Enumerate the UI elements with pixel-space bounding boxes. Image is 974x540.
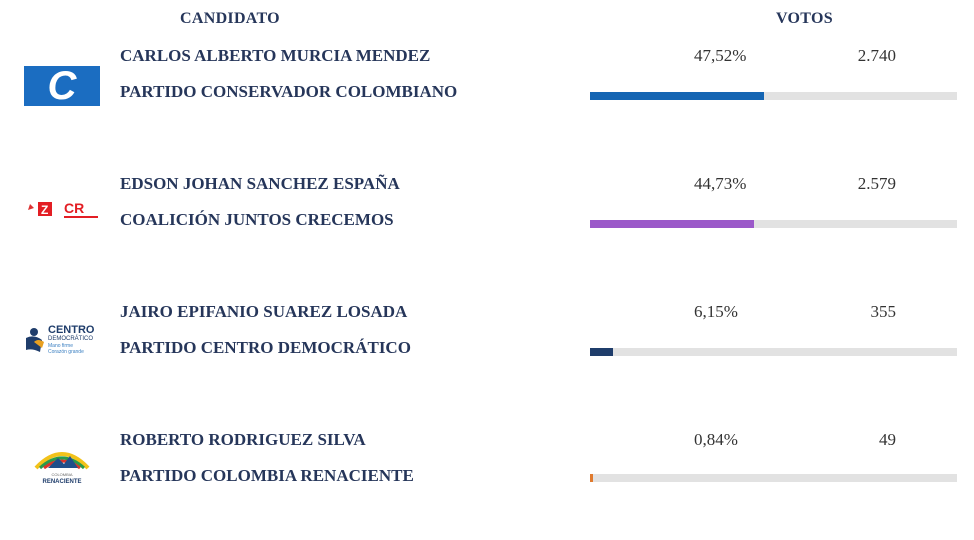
vote-bar xyxy=(590,92,957,100)
votes-column-header: VOTOS xyxy=(776,10,833,27)
colombia-renaciente-logo: COLOMBIA RENACIENTE xyxy=(24,446,100,486)
candidate-party: PARTIDO COLOMBIA RENACIENTE xyxy=(120,466,414,485)
conservador-logo: C xyxy=(24,66,100,106)
candidate-name: JAIRO EPIFANIO SUAREZ LOSADA xyxy=(120,302,408,321)
candidate-party: PARTIDO CENTRO DEMOCRÁTICO xyxy=(120,338,411,357)
renaciente-logo-line1: COLOMBIA xyxy=(51,472,72,477)
vote-bar-fill xyxy=(590,220,755,228)
svg-text:Z: Z xyxy=(41,203,48,217)
candidate-row: Z CR EDSON JOHAN SANCHEZ ESPAÑA COALICIÓ… xyxy=(0,174,974,284)
vote-count: 355 xyxy=(870,302,897,321)
svg-text:CR: CR xyxy=(64,200,84,216)
vote-bar xyxy=(590,474,957,482)
vote-percent: 6,15% xyxy=(694,302,738,321)
vote-percent: 44,73% xyxy=(694,174,747,193)
vote-bar xyxy=(590,220,957,228)
juntos-crecemos-logo: Z CR xyxy=(24,196,100,236)
vote-count: 2.740 xyxy=(857,46,896,65)
candidate-name: CARLOS ALBERTO MURCIA MENDEZ xyxy=(120,46,431,65)
candidate-row: CENTRO DEMOCRÁTICO Mano firme Corazón gr… xyxy=(0,302,974,412)
vote-percent: 47,52% xyxy=(694,46,747,65)
vote-bar-fill xyxy=(590,92,765,100)
vote-percent: 0,84% xyxy=(694,430,738,449)
vote-bar-fill xyxy=(590,348,613,356)
candidate-row: COLOMBIA RENACIENTE ROBERTO RODRIGUEZ SI… xyxy=(0,430,974,540)
centro-logo-line3: Mano firme xyxy=(48,343,73,349)
vote-count: 2.579 xyxy=(857,174,896,193)
candidate-row: C CARLOS ALBERTO MURCIA MENDEZ PARTIDO C… xyxy=(0,46,974,156)
candidate-party: PARTIDO CONSERVADOR COLOMBIANO xyxy=(120,82,458,101)
candidate-column-header: CANDIDATO xyxy=(180,10,280,27)
centro-logo-line1: CENTRO xyxy=(48,324,95,336)
vote-count: 49 xyxy=(879,430,896,449)
renaciente-logo-line2: RENACIENTE xyxy=(42,479,81,485)
centro-logo-line2: DEMOCRÁTICO xyxy=(48,335,93,342)
centro-democratico-logo: CENTRO DEMOCRÁTICO Mano firme Corazón gr… xyxy=(24,322,100,362)
vote-bar-fill xyxy=(590,474,594,482)
candidate-name: ROBERTO RODRIGUEZ SILVA xyxy=(120,430,366,449)
candidate-party: COALICIÓN JUNTOS CRECEMOS xyxy=(120,210,394,229)
candidate-name: EDSON JOHAN SANCHEZ ESPAÑA xyxy=(120,174,400,193)
centro-logo-line4: Corazón grande xyxy=(48,349,84,355)
vote-bar xyxy=(590,348,957,356)
